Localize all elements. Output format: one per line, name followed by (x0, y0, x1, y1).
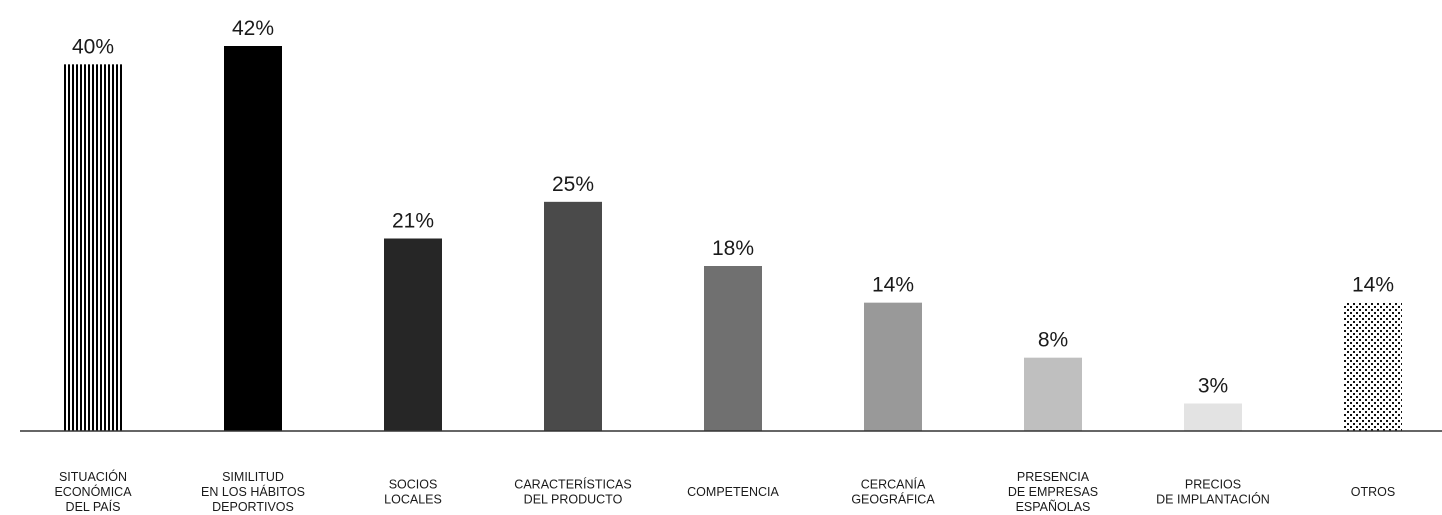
value-label-situacion-economica-del-pais: 40% (72, 35, 114, 58)
bar-presencia-de-empresas-espanolas (1024, 357, 1082, 431)
bar-caracteristicas-del-producto (544, 201, 602, 431)
category-label-situacion-economica-del-pais: SITUACIÓN ECONÓMICA DEL PAÍS (54, 469, 132, 514)
value-label-competencia: 18% (712, 237, 754, 260)
category-label-socios-locales: SOCIOS LOCALES (384, 478, 442, 507)
category-label-precios-de-implantacion: PRECIOS DE IMPLANTACIÓN (1156, 478, 1270, 507)
category-label-presencia-de-empresas-espanolas: PRESENCIA DE EMPRESAS ESPAÑOLAS (1008, 470, 1098, 514)
bar-otros (1344, 302, 1402, 431)
category-label-caracteristicas-del-producto: CARACTERÍSTICAS DEL PRODUCTO (514, 477, 631, 507)
labels-layer: 40% SITUACIÓN ECONÓMICA DEL PAÍS 42% SIMILITU… (54, 17, 1395, 514)
bar-situacion-economica-del-pais (64, 64, 122, 431)
value-label-presencia-de-empresas-espanolas: 8% (1038, 329, 1068, 352)
category-label-similitud-en-los-habitos-deportivos: SIMILITUD EN LOS HÁBITOS DEPORTIVOS (201, 470, 305, 514)
value-label-cercania-geografica: 14% (872, 274, 914, 297)
bar-competencia (704, 266, 762, 431)
value-label-socios-locales: 21% (392, 210, 434, 233)
bar-socios-locales (384, 238, 442, 431)
value-label-caracteristicas-del-producto: 25% (552, 173, 594, 196)
value-label-similitud-en-los-habitos-deportivos: 42% (232, 17, 274, 40)
value-label-otros: 14% (1352, 274, 1394, 297)
bars-layer (64, 46, 1402, 431)
category-label-otros: OTROS (1351, 485, 1395, 499)
bar-precios-de-implantacion (1184, 403, 1242, 431)
category-label-competencia: COMPETENCIA (687, 485, 779, 499)
value-label-precios-de-implantacion: 3% (1198, 375, 1228, 398)
bar-cercania-geografica (864, 302, 922, 431)
category-label-cercania-geografica: CERCANÍA GEOGRÁFICA (851, 477, 935, 507)
bar-similitud-en-los-habitos-deportivos (224, 46, 282, 431)
